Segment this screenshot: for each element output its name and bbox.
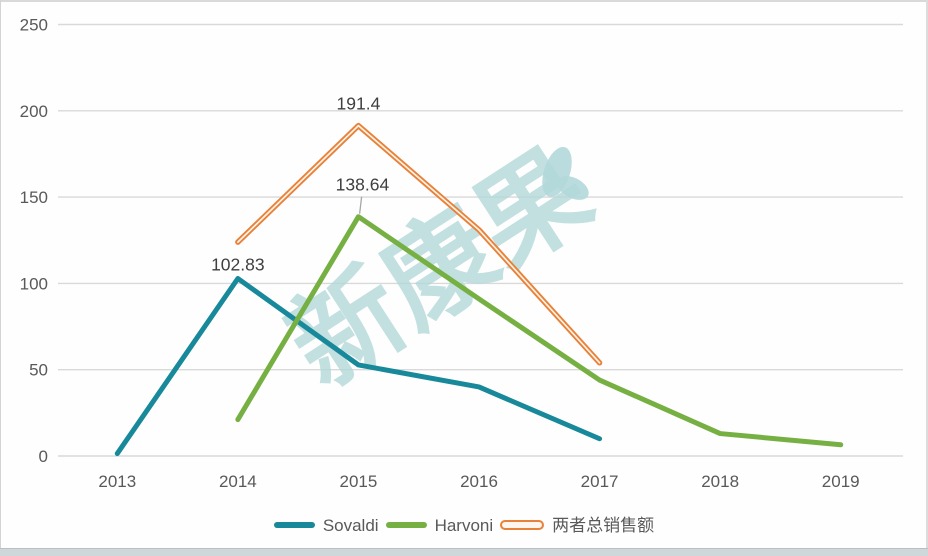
series-line-Sovaldi (114, 276, 603, 457)
legend-item-Sovaldi: Sovaldi (273, 515, 379, 535)
legend-label: 两者总销售额 (552, 515, 655, 535)
data-label-leader (358, 196, 363, 214)
left-edge (0, 0, 1, 548)
x-tick-label: 2016 (460, 472, 498, 491)
y-tick-label: 100 (20, 274, 48, 293)
right-edge (926, 0, 928, 548)
legend-swatch-icon (500, 520, 545, 530)
x-tick-label: 2014 (219, 472, 257, 491)
x-tick-label: 2019 (822, 472, 860, 491)
y-tick-label: 150 (20, 188, 48, 207)
legend-swatch-icon (273, 522, 315, 528)
top-edge (0, 0, 928, 2)
y-tick-label: 200 (20, 102, 48, 121)
legend-label: Harvoni (434, 515, 494, 535)
legend-swatch-icon (385, 522, 427, 528)
y-tick-label: 0 (39, 447, 48, 466)
x-tick-label: 2013 (98, 472, 136, 491)
data-label: 138.64 (336, 175, 390, 195)
series-line-core-两者总销售额 (237, 124, 601, 364)
y-tick-label: 250 (20, 16, 48, 35)
x-tick-label: 2015 (340, 472, 378, 491)
legend-label: Sovaldi (322, 515, 379, 535)
data-label: 102.83 (211, 255, 265, 275)
chart-legend: Sovaldi Harvoni 两者总销售额 (0, 514, 928, 536)
series-line-Harvoni (235, 214, 844, 448)
legend-item-两者总销售额: 两者总销售额 (500, 517, 654, 534)
y-tick-label: 50 (29, 361, 48, 380)
legend-item-Harvoni: Harvoni (385, 515, 494, 535)
x-tick-label: 2018 (701, 472, 739, 491)
data-label: 191.4 (337, 94, 381, 114)
x-tick-label: 2017 (581, 472, 619, 491)
bottom-strip (0, 548, 928, 556)
